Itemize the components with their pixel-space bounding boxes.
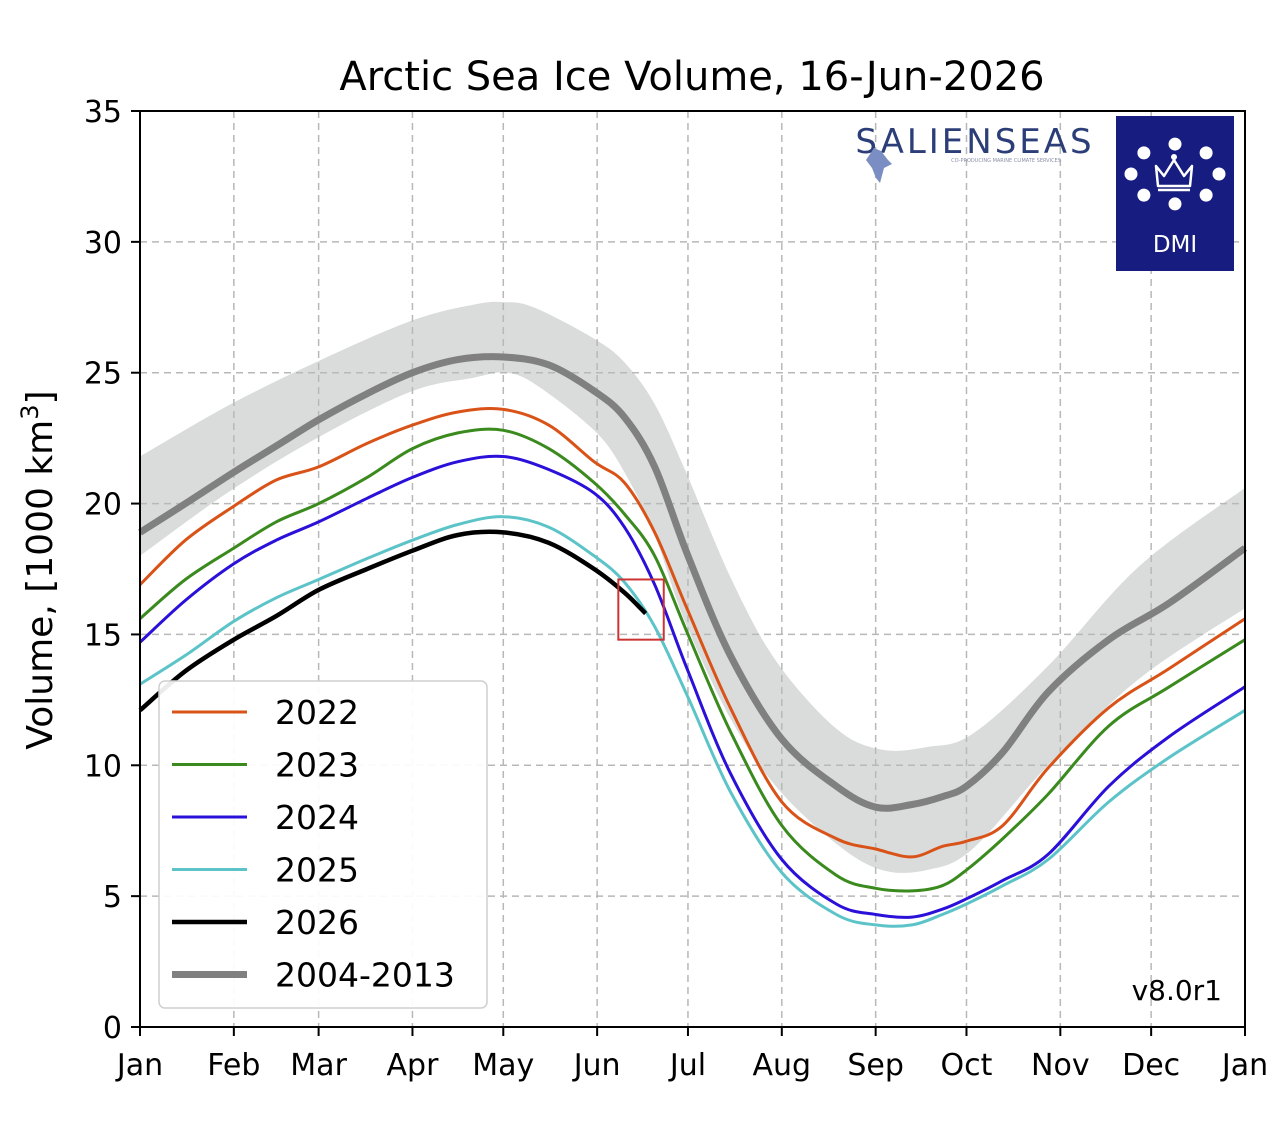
- dmi-star-ring-icon: [1124, 137, 1226, 211]
- chart-title: Arctic Sea Ice Volume, 16-Jun-2026: [339, 54, 1044, 100]
- legend: 2022 2023 2024 2025 2026 2004-2013: [158, 680, 488, 1009]
- dmi-dot-2: [1212, 167, 1226, 181]
- axis-ticks: Jan Feb Mar Apr May Jun Jul Aug Sep Oct Nov Dec Jan0…: [84, 95, 1268, 1083]
- x-tick-label-12: Jan: [1220, 1048, 1268, 1083]
- y-axis-label-close: ]: [20, 390, 61, 404]
- dmi-crown-cross: [1171, 154, 1177, 160]
- series-line-2023: [139, 427, 1246, 893]
- grid-lines: [140, 111, 1245, 1027]
- x-tick-label-11: Dec: [1122, 1048, 1180, 1083]
- dmi-dot-0: [1168, 137, 1182, 151]
- series-line-2025: [139, 515, 1246, 928]
- x-tick-label-1: Feb: [207, 1048, 260, 1083]
- legend-label-2022: 2022: [275, 693, 359, 732]
- dmi-logo: DMI: [1116, 116, 1234, 271]
- dmi-dot-5: [1137, 188, 1151, 202]
- legend-label-2026: 2026: [275, 903, 359, 942]
- x-tick-label-9: Oct: [941, 1048, 993, 1083]
- salienseas-logo-text: SALIENSEAS: [855, 122, 1094, 162]
- salienseas-logo: SALIENSEAS CO-PRODUCING MARINE CLIMATE S…: [855, 122, 1094, 183]
- y-axis-label-sup: 3: [16, 404, 44, 419]
- x-tick-label-5: Jun: [572, 1048, 621, 1083]
- series-line-2004-2013: [138, 353, 1248, 812]
- dmi-crown-icon: [1154, 158, 1194, 188]
- series-line-2022: [138, 407, 1246, 859]
- y-tick-label-35: 35: [84, 95, 122, 130]
- current-day-marker-box: [617, 578, 665, 641]
- y-axis-label: Volume, [1000 km3]: [16, 390, 61, 749]
- baseline-range-band: [140, 301, 1245, 873]
- dmi-dot-7: [1137, 146, 1151, 160]
- x-tick-label-6: Jul: [668, 1048, 706, 1083]
- y-tick-label-10: 10: [84, 749, 122, 784]
- band-2004-2013-range: [140, 301, 1245, 873]
- x-tick-label-4: May: [472, 1048, 534, 1083]
- plot-frame: [139, 110, 1246, 1028]
- dmi-dot-6: [1124, 167, 1138, 181]
- dmi-logo-text: DMI: [1153, 232, 1197, 258]
- legend-box: [158, 680, 488, 1009]
- series-lines: [138, 353, 1248, 928]
- legend-label-2004-2013: 2004-2013: [275, 956, 455, 995]
- x-tick-label-10: Nov: [1031, 1048, 1090, 1083]
- x-tick-label-8: Sep: [847, 1048, 904, 1083]
- y-tick-label-25: 25: [84, 357, 122, 392]
- y-tick-label-20: 20: [84, 488, 122, 523]
- dmi-dot-3: [1199, 188, 1213, 202]
- series-line-2026: [138, 529, 648, 713]
- dmi-dot-4: [1168, 197, 1182, 211]
- dmi-dot-1: [1199, 146, 1213, 160]
- legend-label-2024: 2024: [275, 798, 359, 837]
- x-tick-label-7: Aug: [753, 1048, 812, 1083]
- y-tick-label-15: 15: [84, 618, 122, 653]
- salienseas-iceberg-icon: [866, 148, 892, 183]
- x-tick-label-3: Apr: [387, 1048, 440, 1083]
- plot-border: [139, 110, 1246, 1028]
- version-label: v8.0r1: [1132, 974, 1222, 1007]
- y-axis-label-main: Volume, [1000 km: [20, 420, 61, 750]
- x-tick-label-0: Jan: [115, 1048, 163, 1083]
- series-line-2024: [138, 454, 1246, 919]
- y-tick-label-30: 30: [84, 226, 122, 261]
- current-day-box: [617, 578, 665, 641]
- salienseas-tagline: CO-PRODUCING MARINE CLIMATE SERVICES: [951, 158, 1061, 164]
- legend-label-2025: 2025: [275, 851, 359, 890]
- y-tick-label-0: 0: [103, 1011, 122, 1046]
- x-tick-label-2: Mar: [290, 1048, 347, 1083]
- y-tick-label-5: 5: [103, 880, 122, 915]
- legend-label-2023: 2023: [275, 746, 359, 785]
